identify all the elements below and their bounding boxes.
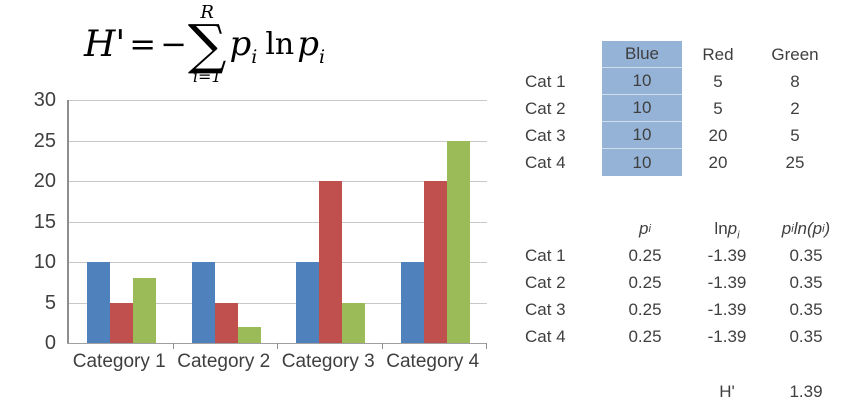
bar-category-4-red <box>423 181 447 343</box>
calc-cell: -1.39 <box>707 272 747 292</box>
h-prime-label: H' <box>719 381 735 401</box>
calc-corner-cell <box>523 215 602 242</box>
counts-cell: 5 <box>713 98 723 118</box>
x-axis-tick <box>486 343 487 349</box>
counts-header-green: Green <box>771 44 819 64</box>
summary-spacer-1 <box>523 378 602 405</box>
bar-category-1-green <box>133 278 156 343</box>
calc-header-lnpi-p: pi <box>727 218 740 241</box>
counts-cell: 10 <box>602 95 682 122</box>
bar-category-2-red <box>214 302 238 343</box>
calc-cell: 0.25 <box>628 245 662 265</box>
y-axis-tick-label-20: 20 <box>33 170 56 192</box>
gridline-20 <box>69 181 487 182</box>
counts-cell: 2 <box>790 98 800 118</box>
x-axis-category-label: Category 4 <box>386 351 480 372</box>
shannon-diversity-formula: H' = − R ∑ i=1 pi ln pi <box>84 4 325 85</box>
counts-cell: 5 <box>713 71 723 91</box>
y-axis-tick-label-25: 25 <box>33 129 56 152</box>
calc-row-label: Cat 4 <box>525 326 566 346</box>
counts-cell: 5 <box>790 125 800 145</box>
h-prime-summary: H' 1.39 <box>523 378 846 405</box>
plot-area <box>67 100 487 349</box>
x-axis-labels: Category 1 Category 2 Category 3 Category 4 <box>67 351 485 377</box>
counts-header-blue: Blue <box>602 41 682 68</box>
x-axis-tick <box>381 343 383 349</box>
formula-term-p1: pi <box>229 24 258 69</box>
counts-corner-cell <box>523 41 602 68</box>
counts-cell: 10 <box>602 122 682 149</box>
calc-cell: 0.35 <box>789 326 823 346</box>
x-axis-category-label: Category 1 <box>72 351 166 372</box>
calc-cell: 0.35 <box>789 245 823 265</box>
bar-category-2-green <box>237 326 261 343</box>
counts-cell: 8 <box>790 71 800 91</box>
counts-row-label: Cat 3 <box>525 125 566 145</box>
calc-header-lnpi: ln pi <box>714 218 740 241</box>
bar-category-3-red <box>319 181 342 343</box>
calc-row-label: Cat 3 <box>525 299 566 319</box>
counts-row-label: Cat 4 <box>525 152 566 172</box>
counts-cell: 20 <box>708 125 728 145</box>
counts-row-label: Cat 2 <box>525 98 566 118</box>
counts-cell: 10 <box>602 68 682 95</box>
bar-category-1-red <box>110 302 133 343</box>
gridline-30 <box>69 100 487 101</box>
bar-category-3-blue <box>296 262 319 343</box>
x-axis-category-label: Category 3 <box>281 351 375 372</box>
sigma-icon: ∑ <box>187 13 227 76</box>
gridline-25 <box>69 140 487 142</box>
calc-cell: -1.39 <box>707 326 747 346</box>
y-axis-labels: 0 5 10 15 20 25 30 <box>0 89 56 354</box>
y-axis-tick-label-5: 5 <box>44 291 56 314</box>
formula-term-p2: pi <box>297 24 326 69</box>
bar-category-4-green <box>446 140 470 343</box>
counts-table: Blue Red Green Cat 1 10 5 8 Cat 2 10 5 2 Cat 3 10… <box>523 41 836 176</box>
bar-category-3-green <box>342 302 365 343</box>
bar-category-1-blue <box>87 262 110 343</box>
bar-category-2-blue <box>191 262 215 343</box>
summary-spacer-2 <box>602 378 688 405</box>
calc-cell: -1.39 <box>707 299 747 319</box>
calc-row-label: Cat 1 <box>525 245 566 265</box>
calc-cell: -1.39 <box>707 245 747 265</box>
calc-header-pilnpi: p i ln(p i) <box>781 218 831 238</box>
gridline-15 <box>69 221 487 223</box>
formula-ln: ln <box>265 26 295 62</box>
gridline-5 <box>69 302 487 304</box>
counts-header-red: Red <box>702 44 734 64</box>
bar-category-4-blue <box>400 262 424 343</box>
counts-cell: 20 <box>708 152 728 172</box>
gridline-10 <box>69 262 487 263</box>
y-axis-tick-label-15: 15 <box>33 210 56 233</box>
counts-cell: 25 <box>785 152 805 172</box>
y-axis-tick-label-30: 30 <box>33 89 56 111</box>
summation-lower-limit: i=1 <box>192 66 222 86</box>
formula-minus: − <box>160 25 187 64</box>
calc-cell: 0.35 <box>789 299 823 319</box>
calc-cell: 0.25 <box>628 326 662 346</box>
summation-symbol: R ∑ i=1 <box>188 4 227 85</box>
formula-lhs: H' <box>84 23 126 65</box>
calc-cell: 0.25 <box>628 272 662 292</box>
y-axis-tick-label-10: 10 <box>33 251 56 273</box>
formula-equals: = <box>129 25 157 64</box>
calc-cell: 0.25 <box>628 299 662 319</box>
counts-row-label: Cat 1 <box>525 71 566 91</box>
calc-cell: 0.35 <box>789 272 823 292</box>
counts-cell: 10 <box>602 149 682 176</box>
x-axis-category-label: Category 2 <box>177 351 271 372</box>
y-axis-tick-label-0: 0 <box>44 332 56 354</box>
calc-row-label: Cat 2 <box>525 272 566 292</box>
h-prime-value: 1.39 <box>789 381 823 401</box>
summation-upper-limit: R <box>200 2 214 23</box>
x-axis-tick <box>172 343 174 349</box>
x-axis-tick <box>277 343 278 349</box>
